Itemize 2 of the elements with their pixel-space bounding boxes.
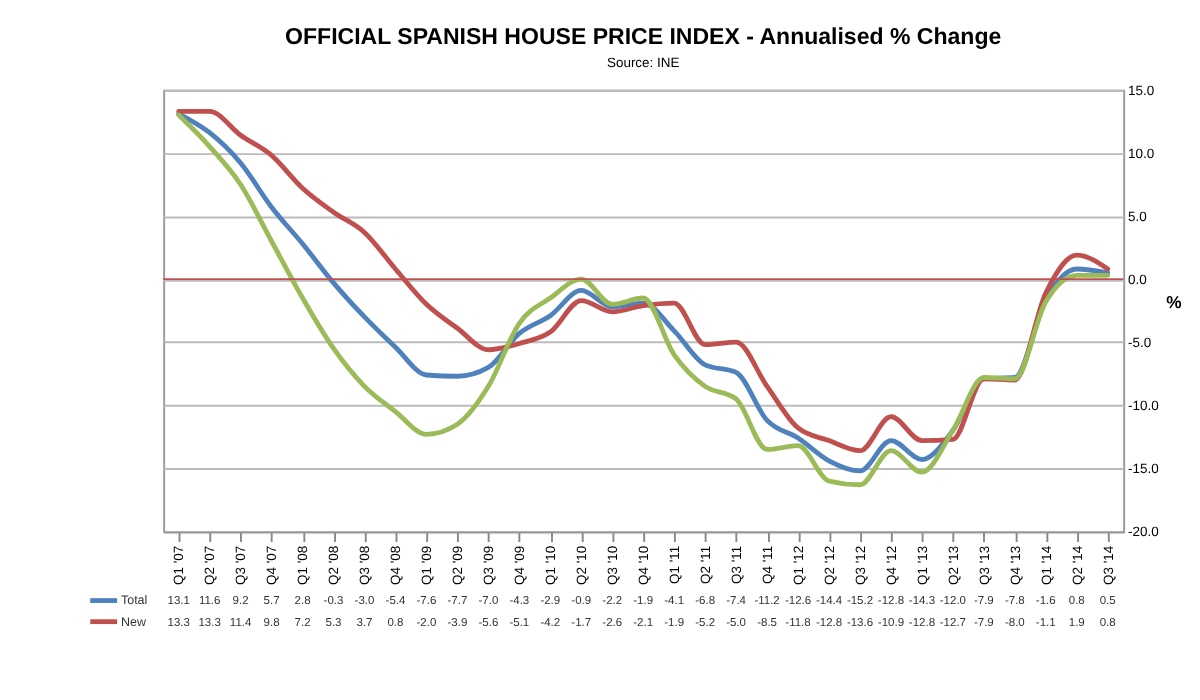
chart-title: OFFICIAL SPANISH HOUSE PRICE INDEX - Annualised % Change [285, 25, 1003, 50]
y-axis-title: % [1166, 291, 1183, 312]
